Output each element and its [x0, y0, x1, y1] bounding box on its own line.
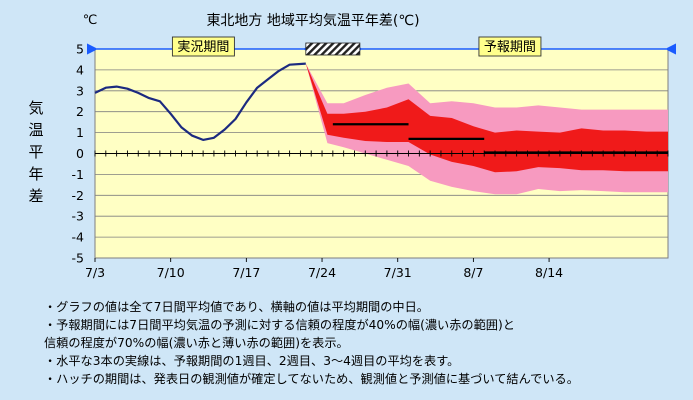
chart-title: 東北地方 地域平均気温平年差(℃): [206, 13, 419, 29]
x-tick-label: 7/31: [384, 265, 412, 280]
note-line-4: ・水平な3本の実線は、予報期間の1週目、2週目、3～4週目の平均を表す。: [44, 354, 460, 368]
x-tick-label: 7/24: [308, 265, 336, 280]
observed-line: [94, 62, 306, 141]
hatch-period-box: [305, 42, 361, 56]
y-tick-label: 1: [76, 125, 84, 140]
observed-period-label-box: [171, 36, 235, 57]
observed-period-label: 実況期間: [177, 39, 229, 55]
note-line-2: ・予報期間には7日間平均気温の予測に対する信頼の程度が40%の幅(濃い赤の範囲)…: [44, 318, 515, 332]
note-line-3: 信頼の程度が70%の幅(濃い赤と薄い赤の範囲)を表示。: [44, 336, 349, 350]
x-tick-label: 7/17: [232, 265, 260, 280]
series-lines: [94, 62, 668, 154]
y-tick-label: 3: [76, 83, 84, 98]
x-tick-label: 7/3: [85, 265, 105, 280]
y-tick-label: 0: [76, 146, 84, 161]
y-tick-label: -3: [72, 209, 84, 224]
forecast-bands: [305, 63, 668, 195]
forecast-period-label: 予報期間: [484, 40, 536, 55]
y-tick-label: -4: [72, 230, 85, 245]
y-tick-label: 2: [76, 104, 84, 119]
y-tick-label: -2: [72, 188, 84, 203]
unit-label: ℃: [83, 13, 98, 28]
chart-notes: ・グラフの値は全て7日間平均値であり、横軸の値は平均期間の中日。 ・予報期間には…: [44, 298, 684, 388]
temperature-anomaly-chart: 東北地方 地域平均気温平年差(℃) ℃ 気温平年差 実況期間 予報期間 5 4 3 2 1…: [28, 13, 677, 281]
note-line-1: ・グラフの値は全て7日間平均値であり、横軸の値は平均期間の中日。: [44, 300, 429, 314]
tick-labels: 5 4 3 2 1 0 -1 -2 -3 -4 -57/3 7/10 7/17 7/24 7/31 8/7 8/…: [72, 42, 564, 281]
x-tick-label: 7/10: [157, 265, 185, 280]
y-tick-label: -5: [72, 251, 84, 266]
period-indicators: 実況期間 予報期間: [86, 36, 677, 57]
band-40-percent: [305, 63, 668, 173]
y-tick-label: 5: [76, 42, 84, 57]
forecast-period-label-box: [478, 36, 542, 57]
x-tick-label: 8/7: [463, 265, 483, 280]
x-tick-label: 8/14: [535, 265, 563, 280]
grid-lines: [95, 69, 668, 238]
note-line-5: ・ハッチの期間は、発表日の観測値が確定してないため、観測値と予測値に基づいて結ん…: [44, 372, 579, 386]
y-tick-label: -1: [72, 167, 84, 182]
y-axis-label: 気温平年差: [28, 99, 43, 205]
y-tick-label: 4: [76, 62, 84, 77]
